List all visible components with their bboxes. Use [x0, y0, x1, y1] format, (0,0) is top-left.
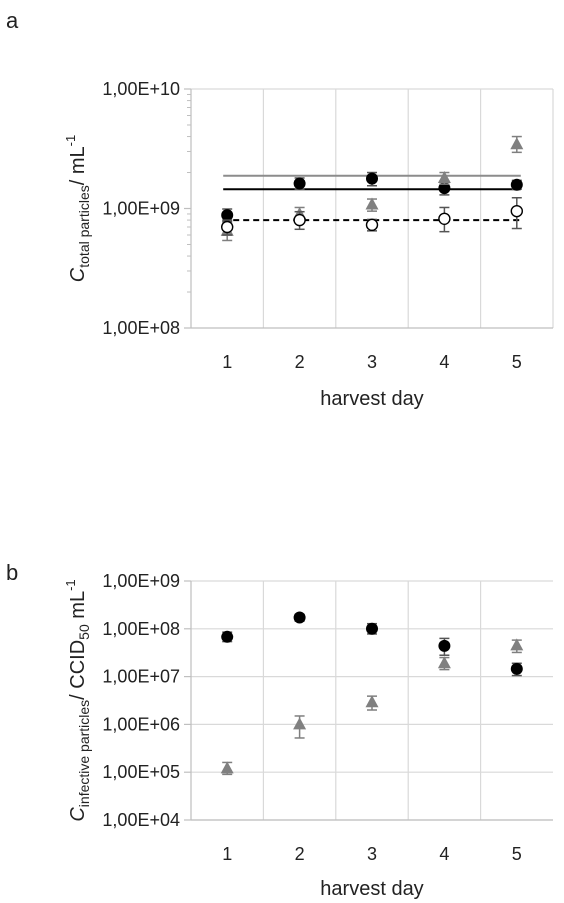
point-triangle — [365, 695, 379, 708]
point-filled-circle — [510, 662, 523, 675]
y-tick-label: 1,00E+04 — [102, 810, 180, 830]
y-tick-label: 1,00E+07 — [102, 667, 180, 687]
x-tick-label: 1 — [222, 352, 232, 372]
point-triangle — [437, 656, 451, 669]
point-filled-circle — [293, 177, 306, 190]
y-tick-label: 1,00E+10 — [102, 79, 180, 99]
y-tick-label: 1,00E+08 — [102, 619, 180, 639]
point-open-circle — [365, 218, 379, 232]
y-axis-title: Ctotal particles/ mL-1 — [63, 135, 92, 282]
panel-label-b: b — [6, 560, 18, 585]
x-tick-label: 3 — [367, 844, 377, 864]
point-filled-circle — [366, 622, 378, 635]
point-filled-circle — [221, 630, 234, 643]
point-open-circle — [220, 220, 234, 234]
point-triangle — [220, 761, 234, 774]
point-open-circle — [438, 212, 451, 225]
x-tick-label: 5 — [512, 352, 522, 372]
y-axis-title: Cinfective particles/ CCID50 mL-1 — [63, 579, 92, 821]
y-tick-label: 1,00E+05 — [102, 762, 180, 782]
point-filled-circle — [510, 178, 523, 191]
y-tick-label: 1,00E+06 — [102, 714, 180, 734]
y-tick-label: 1,00E+09 — [102, 199, 180, 219]
point-filled-circle — [366, 172, 378, 185]
y-tick-label: 1,00E+08 — [102, 318, 180, 338]
point-triangle — [510, 638, 524, 651]
point-filled-circle — [438, 639, 451, 652]
point-triangle — [510, 137, 524, 150]
point-triangle — [437, 170, 451, 183]
point-filled-circle — [438, 182, 451, 195]
point-triangle — [365, 197, 379, 210]
x-axis-title: harvest day — [320, 878, 423, 900]
point-filled-circle — [293, 611, 306, 624]
x-tick-label: 1 — [222, 844, 232, 864]
x-axis-title: harvest day — [320, 388, 423, 410]
panel-label-a: a — [6, 8, 19, 33]
x-tick-label: 4 — [439, 844, 449, 864]
point-open-circle — [293, 213, 306, 227]
point-triangle — [293, 717, 307, 730]
chart-b: 1,00E+04 1,00E+05 1,00E+06 1,00E+07 1,00E+08… — [63, 571, 553, 900]
x-tick-label: 5 — [512, 844, 522, 864]
chart-a: 1,00E+08 1,00E+09 1,00E+10 1 2 3 4 5 harvest day… — [63, 79, 554, 410]
x-tick-label: 3 — [367, 352, 377, 372]
point-open-circle — [510, 204, 523, 218]
x-tick-label: 4 — [439, 352, 449, 372]
y-tick-label: 1,00E+09 — [102, 571, 180, 591]
x-tick-label: 2 — [295, 352, 305, 372]
x-tick-label: 2 — [295, 844, 305, 864]
point-filled-circle — [221, 209, 234, 222]
